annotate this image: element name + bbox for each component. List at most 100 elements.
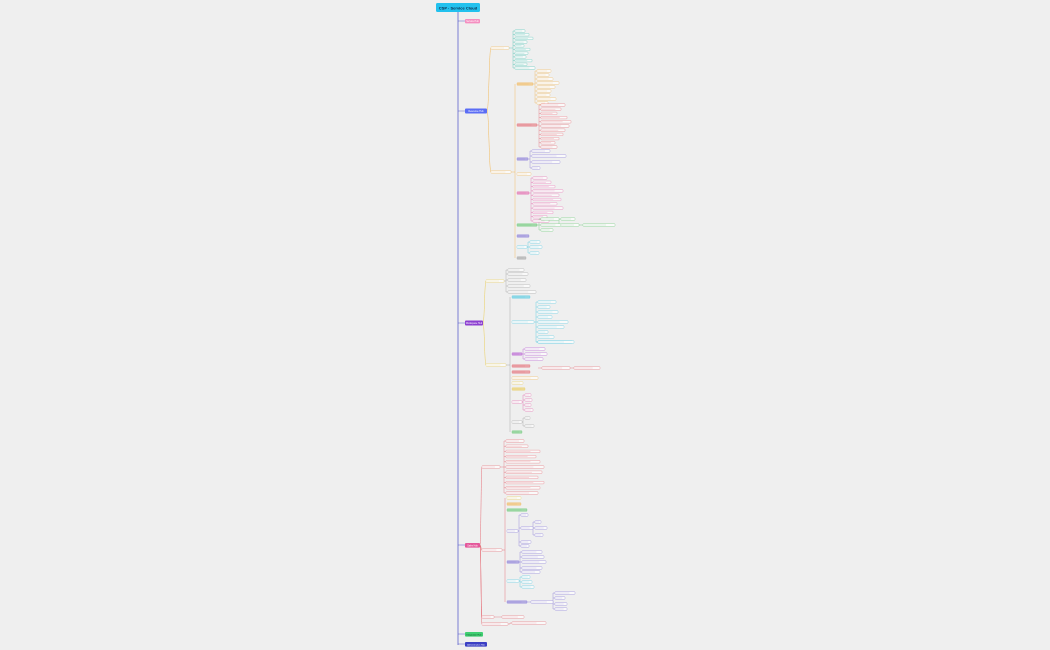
mindmap-node-109[interactable] bbox=[481, 622, 509, 626]
mindmap-node-31[interactable] bbox=[540, 128, 566, 132]
mindmap-node-87[interactable] bbox=[524, 347, 546, 351]
mindmap-node-62[interactable] bbox=[516, 245, 528, 249]
mindmap-node-115[interactable] bbox=[505, 465, 545, 469]
mindmap-node-48[interactable] bbox=[532, 198, 562, 201]
mindmap-node-9[interactable] bbox=[514, 51, 529, 55]
mindmap-node-73[interactable] bbox=[507, 290, 537, 294]
mindmap-node-86[interactable] bbox=[511, 352, 523, 356]
mindmap-node-57[interactable] bbox=[540, 228, 554, 232]
mindmap-node-30[interactable] bbox=[540, 124, 570, 128]
mindmap-node-76[interactable] bbox=[537, 300, 557, 304]
mindmap-node-12[interactable] bbox=[514, 62, 528, 66]
mindmap-node-38[interactable] bbox=[531, 154, 567, 158]
mindmap-node-133[interactable] bbox=[534, 533, 544, 537]
mindmap-node-18[interactable] bbox=[536, 81, 560, 85]
mindmap-node-106[interactable] bbox=[481, 465, 501, 469]
section-node-administration-hub[interactable] bbox=[465, 642, 487, 647]
mindmap-node-66[interactable] bbox=[516, 256, 527, 260]
mindmap-node-72[interactable] bbox=[507, 284, 531, 288]
mindmap-node-33[interactable] bbox=[540, 137, 560, 141]
mindmap-node-143[interactable] bbox=[521, 585, 535, 589]
mindmap-node-117[interactable] bbox=[505, 475, 539, 479]
mindmap-node-10[interactable] bbox=[514, 55, 527, 59]
section-node-integration-hub[interactable] bbox=[465, 632, 483, 637]
mindmap-node-126[interactable] bbox=[506, 529, 519, 533]
mindmap-node-125[interactable] bbox=[506, 508, 528, 512]
section-node-resource-hub[interactable] bbox=[465, 108, 487, 114]
mindmap-node-19[interactable] bbox=[536, 85, 556, 89]
mindmap-node-49[interactable] bbox=[532, 202, 558, 206]
mindmap-node-137[interactable] bbox=[521, 560, 547, 564]
mindmap-node-113[interactable] bbox=[505, 455, 537, 459]
mindmap-node-42[interactable] bbox=[516, 191, 530, 195]
mindmap-node-27[interactable] bbox=[540, 111, 558, 115]
mindmap-node-74[interactable] bbox=[511, 295, 531, 299]
mindmap-node-65[interactable] bbox=[529, 251, 540, 255]
mindmap-node-1[interactable] bbox=[490, 46, 510, 50]
mindmap-node-114[interactable] bbox=[505, 460, 541, 464]
section-node-sales-hub[interactable] bbox=[465, 543, 480, 548]
mindmap-node-88[interactable] bbox=[524, 352, 548, 356]
mindmap-node-128[interactable] bbox=[520, 526, 534, 530]
mindmap-node-16[interactable] bbox=[536, 73, 550, 77]
mindmap-node-119[interactable] bbox=[505, 486, 541, 490]
mindmap-node-68[interactable] bbox=[485, 363, 507, 367]
mindmap-node-81[interactable] bbox=[537, 325, 565, 329]
mindmap-node-17[interactable] bbox=[536, 77, 554, 81]
mindmap-node-21[interactable] bbox=[536, 93, 551, 97]
mindmap-node-94[interactable] bbox=[573, 366, 601, 370]
mindmap-node-85[interactable] bbox=[537, 340, 575, 344]
mindmap-node-64[interactable] bbox=[529, 245, 543, 249]
mindmap-node-55[interactable] bbox=[540, 217, 560, 221]
mindmap-node-102[interactable] bbox=[511, 420, 523, 424]
mindmap-node-105[interactable] bbox=[511, 430, 523, 434]
mindmap-node-3[interactable] bbox=[514, 29, 526, 33]
mindmap-node-79[interactable] bbox=[537, 315, 553, 319]
mindmap-node-111[interactable] bbox=[505, 444, 529, 448]
mindmap-node-34[interactable] bbox=[540, 141, 556, 145]
mindmap-node-28[interactable] bbox=[540, 116, 568, 120]
mindmap-node-93[interactable] bbox=[541, 366, 571, 370]
mindmap-node-134[interactable] bbox=[506, 560, 520, 564]
mindmap-node-142[interactable] bbox=[521, 580, 533, 584]
mindmap-node-58[interactable] bbox=[560, 217, 576, 221]
mindmap-node-40[interactable] bbox=[531, 166, 541, 170]
mindmap-node-146[interactable] bbox=[554, 591, 576, 595]
mindmap-node-14[interactable] bbox=[516, 82, 534, 86]
mindmap-node-13[interactable] bbox=[514, 66, 536, 70]
mindmap-node-67[interactable] bbox=[485, 279, 505, 283]
mindmap-node-136[interactable] bbox=[521, 555, 545, 559]
mindmap-node-98[interactable] bbox=[524, 393, 532, 397]
mindmap-node-6[interactable] bbox=[514, 40, 528, 44]
mindmap-node-44[interactable] bbox=[532, 180, 552, 184]
mindmap-node-135[interactable] bbox=[521, 550, 543, 554]
mindmap-node-24[interactable] bbox=[516, 123, 538, 127]
mindmap-node-107[interactable] bbox=[481, 548, 503, 552]
mindmap-node-39[interactable] bbox=[531, 160, 561, 164]
mindmap-node-148[interactable] bbox=[554, 602, 568, 606]
mindmap-node-51[interactable] bbox=[532, 210, 554, 214]
mindmap-node-118[interactable] bbox=[505, 481, 545, 485]
mindmap-node-35[interactable] bbox=[540, 145, 558, 149]
mindmap-node-11[interactable] bbox=[514, 59, 533, 63]
mindmap-node-70[interactable] bbox=[507, 272, 529, 276]
mindmap-node-41[interactable] bbox=[516, 172, 532, 176]
mindmap-node-25[interactable] bbox=[540, 103, 566, 107]
mindmap-node-83[interactable] bbox=[537, 335, 555, 339]
mindmap-node-123[interactable] bbox=[506, 496, 522, 500]
mindmap-node-78[interactable] bbox=[537, 310, 559, 314]
mindmap-node-131[interactable] bbox=[534, 520, 542, 524]
mindmap-node-132[interactable] bbox=[534, 526, 548, 530]
mindmap-node-100[interactable] bbox=[524, 403, 532, 407]
mindmap-node-95[interactable] bbox=[511, 381, 524, 385]
mindmap-node-50[interactable] bbox=[532, 206, 564, 210]
mindmap-node-43[interactable] bbox=[532, 176, 548, 180]
mindmap-node-116[interactable] bbox=[505, 470, 543, 474]
mindmap-node-77[interactable] bbox=[537, 305, 551, 309]
mindmap-node-129[interactable] bbox=[520, 540, 532, 544]
mindmap-node-108[interactable] bbox=[481, 615, 495, 619]
mindmap-node-20[interactable] bbox=[536, 89, 552, 93]
mindmap-node-36[interactable] bbox=[516, 157, 529, 161]
mindmap-node-46[interactable] bbox=[532, 189, 564, 193]
mindmap-node-122[interactable] bbox=[511, 621, 547, 625]
